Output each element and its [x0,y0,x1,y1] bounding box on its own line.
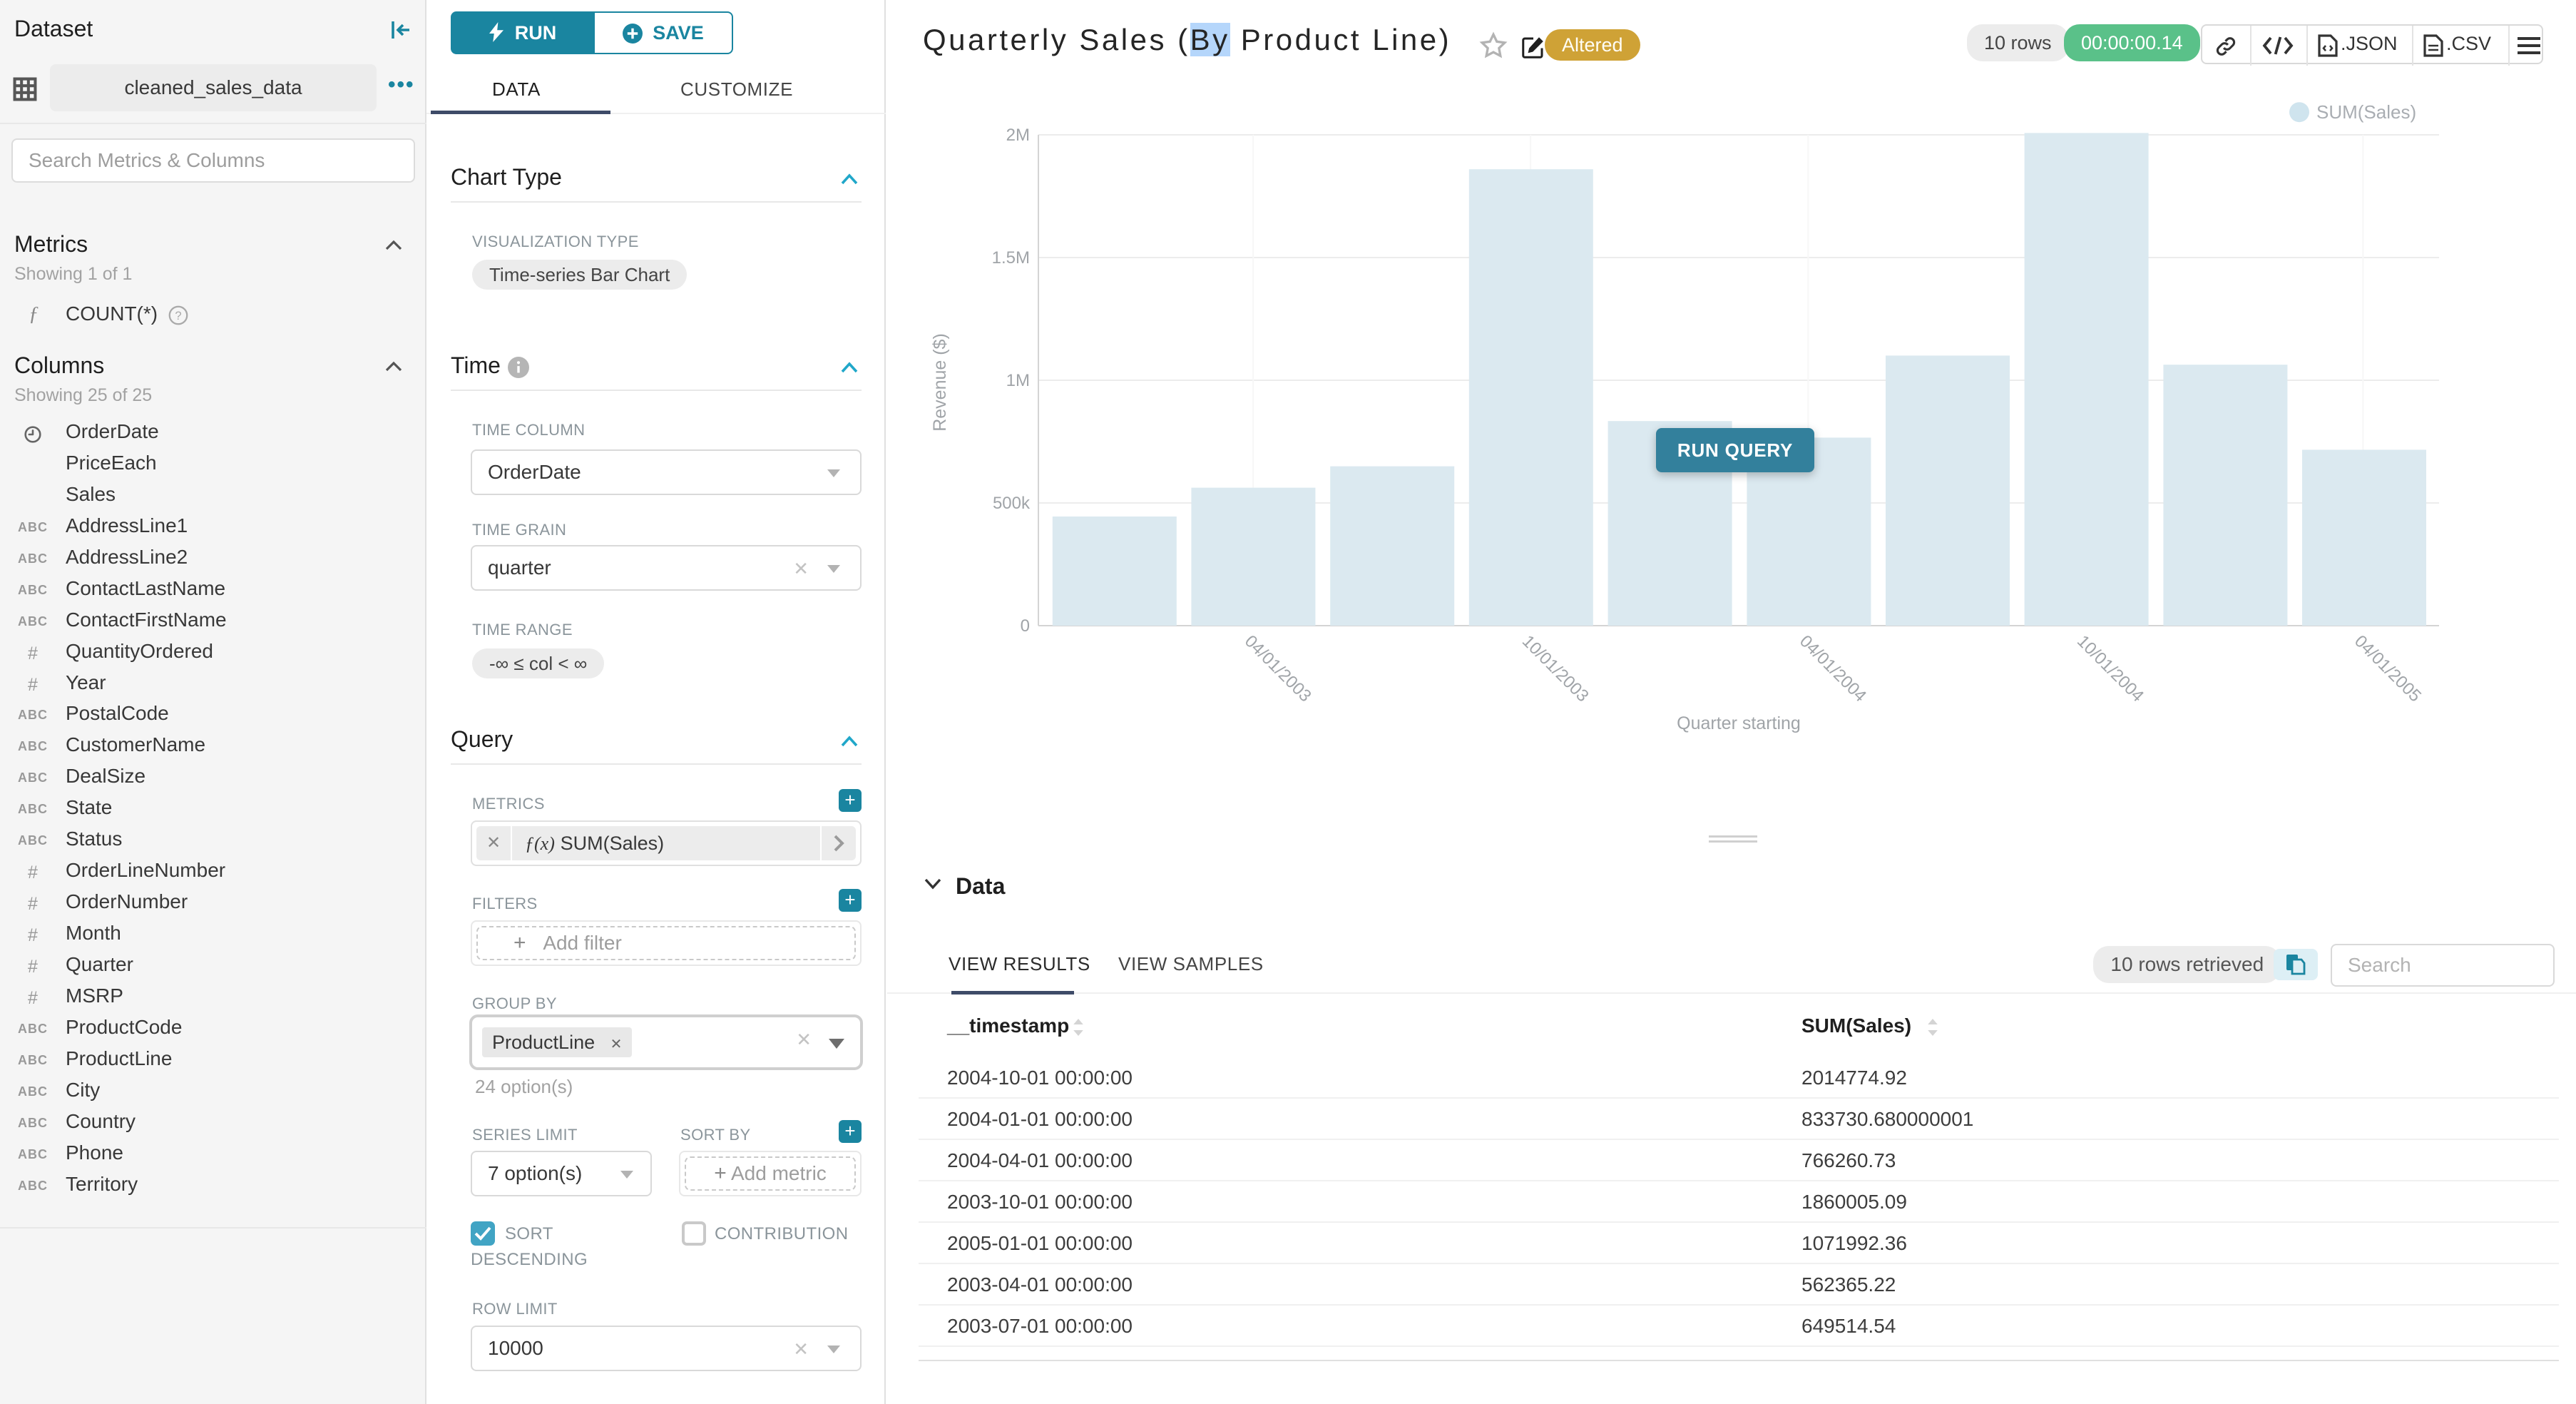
svg-text:SUM(Sales): SUM(Sales) [2316,101,2416,123]
svg-text:04/01/2004: 04/01/2004 [1796,631,1870,706]
svg-text:10/01/2003: 10/01/2003 [1518,631,1593,706]
svg-text:10/01/2004: 10/01/2004 [2073,631,2147,706]
svg-text:1M: 1M [1006,371,1030,390]
svg-text:0: 0 [1021,616,1030,636]
svg-text:?: ? [175,309,181,322]
svg-text:2M: 2M [1006,126,1030,145]
svg-text:Quarter starting: Quarter starting [1677,713,1801,733]
svg-text:04/01/2005: 04/01/2005 [2351,631,2425,706]
svg-text:Revenue ($): Revenue ($) [930,333,950,432]
svg-text:500k: 500k [993,494,1031,513]
svg-text:1.5M: 1.5M [992,248,1030,268]
svg-text:04/01/2003: 04/01/2003 [1241,631,1315,706]
